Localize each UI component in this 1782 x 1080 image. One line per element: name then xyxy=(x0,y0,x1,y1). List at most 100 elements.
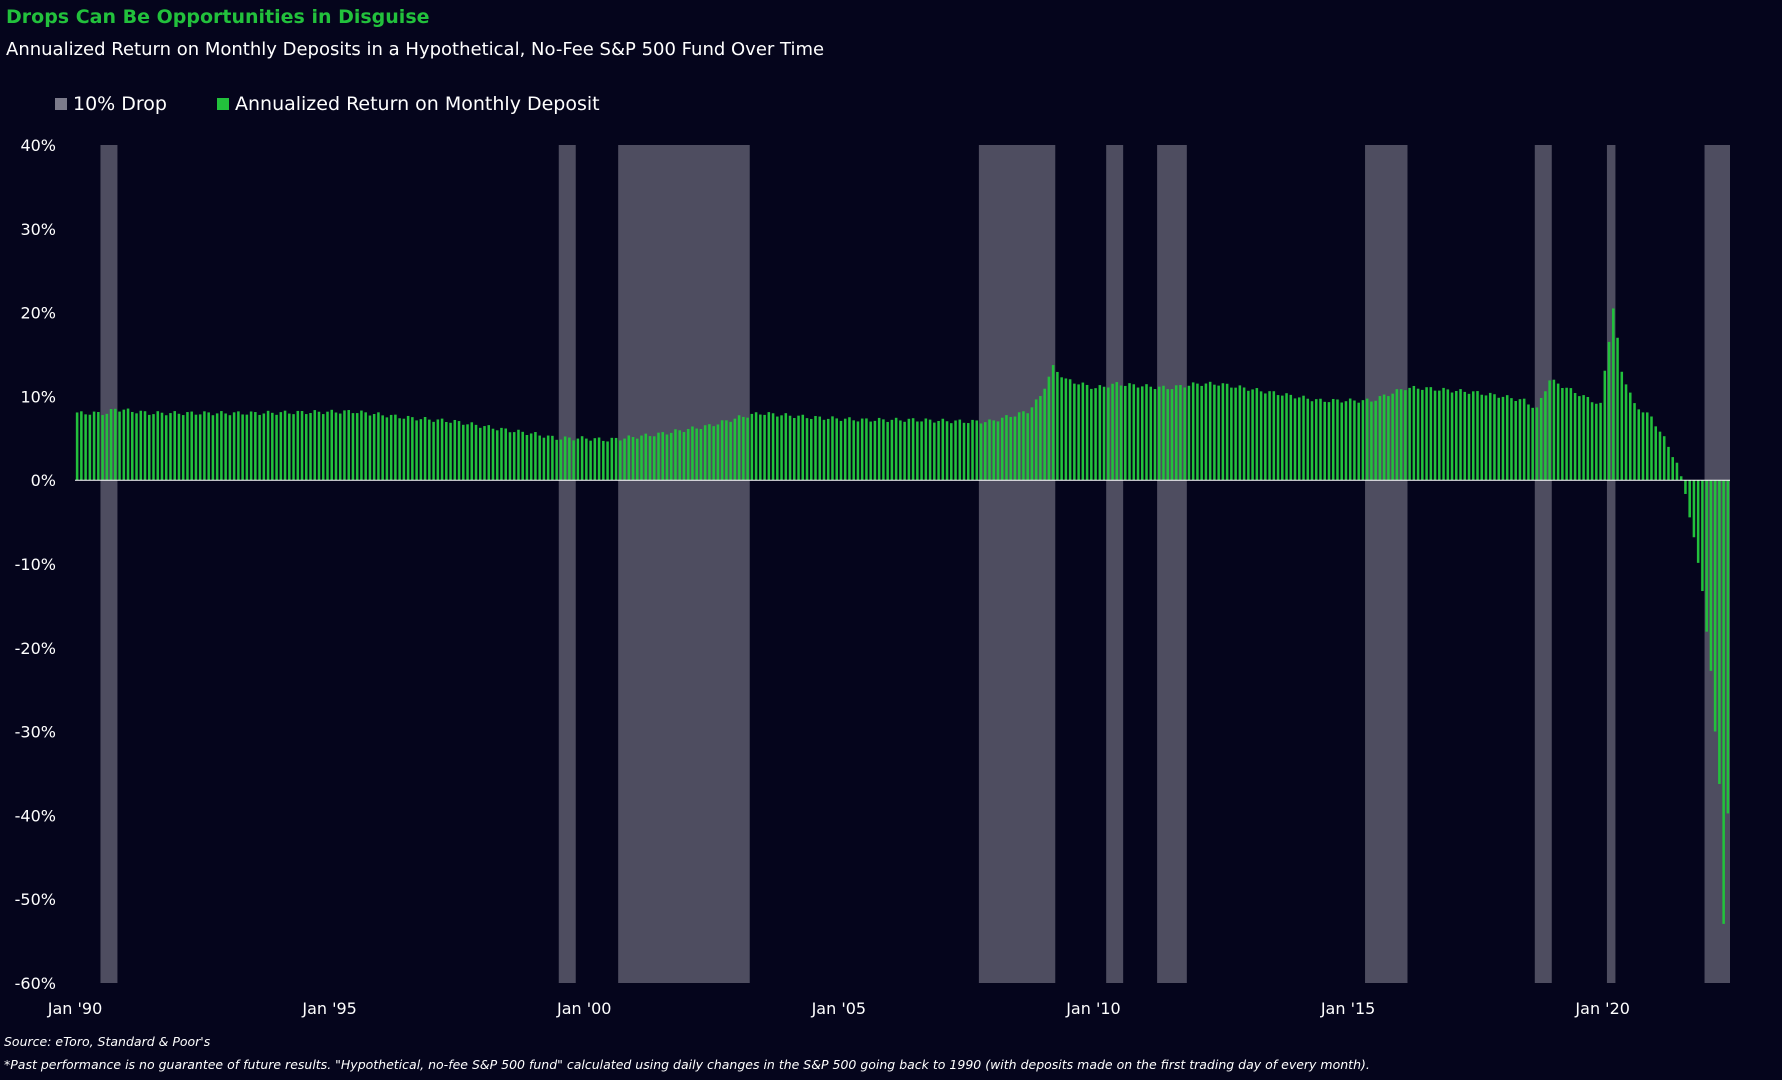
return-bar xyxy=(572,440,575,481)
return-bar xyxy=(1344,401,1348,481)
return-bar xyxy=(1429,387,1433,481)
return-bar xyxy=(521,431,524,481)
return-bar xyxy=(882,419,885,481)
return-bar xyxy=(266,410,270,481)
return-bar xyxy=(801,414,805,481)
return-bar xyxy=(1208,381,1212,481)
return-bar xyxy=(602,440,605,481)
return-bar xyxy=(317,411,321,481)
return-bar xyxy=(818,416,822,481)
return-bar xyxy=(1238,385,1242,481)
return-bar xyxy=(1599,402,1602,481)
return-bar xyxy=(563,436,567,481)
return-bar xyxy=(1637,409,1641,481)
return-bar xyxy=(593,438,597,481)
return-bar xyxy=(886,421,889,481)
return-bar xyxy=(1000,417,1004,481)
return-bar xyxy=(1612,308,1615,481)
return-bar xyxy=(1471,391,1475,481)
return-bar xyxy=(1387,396,1390,481)
return-bar xyxy=(568,437,571,481)
return-bar xyxy=(330,409,334,481)
return-bar xyxy=(1162,385,1165,481)
return-bar xyxy=(720,420,724,481)
return-bar xyxy=(1433,390,1437,481)
y-tick-label: 30% xyxy=(20,220,56,239)
return-bar xyxy=(1459,389,1462,481)
return-bar xyxy=(1679,476,1683,481)
return-bar xyxy=(1221,383,1225,481)
return-bar xyxy=(1514,400,1517,481)
legend-item-drop: 10% Drop xyxy=(55,93,167,115)
return-bar xyxy=(262,413,266,481)
return-bar xyxy=(971,419,974,481)
return-bar xyxy=(1548,380,1551,481)
return-bar xyxy=(88,414,92,481)
return-bar xyxy=(1115,382,1119,481)
return-bar xyxy=(894,417,898,481)
return-bar xyxy=(1298,397,1301,481)
return-bar xyxy=(1166,389,1169,481)
return-bar xyxy=(873,420,877,481)
x-tick-label: Jan '00 xyxy=(556,999,612,1018)
return-bar xyxy=(669,432,673,481)
return-bar xyxy=(1552,379,1556,481)
return-bar xyxy=(619,440,622,481)
return-bar xyxy=(975,420,979,481)
return-bar xyxy=(1119,385,1123,481)
return-bar xyxy=(614,437,618,481)
return-bar xyxy=(733,418,737,481)
return-bar xyxy=(1353,400,1356,481)
return-bar xyxy=(1259,391,1263,481)
return-bar xyxy=(288,413,291,481)
return-bar xyxy=(169,413,172,481)
legend-swatch-return xyxy=(216,98,229,110)
return-bar xyxy=(1107,387,1110,481)
return-bar xyxy=(1132,384,1136,481)
return-bar xyxy=(440,418,444,481)
y-tick-label: -60% xyxy=(15,974,56,993)
return-bar xyxy=(1705,480,1708,632)
return-bar xyxy=(1060,377,1063,481)
return-bar xyxy=(1323,401,1327,481)
return-bar xyxy=(377,412,380,481)
return-bar xyxy=(462,424,465,481)
return-bar xyxy=(763,414,766,481)
return-bar xyxy=(682,432,686,481)
return-bar xyxy=(1624,384,1628,481)
return-bar xyxy=(924,418,928,481)
return-bar xyxy=(1556,383,1560,481)
return-bar xyxy=(1128,383,1131,481)
y-tick-label: 10% xyxy=(20,387,56,406)
return-bar xyxy=(597,437,601,481)
return-bar xyxy=(457,421,461,481)
return-bar xyxy=(1493,394,1496,481)
return-bar xyxy=(1310,401,1314,481)
return-bar xyxy=(428,419,431,481)
return-bar xyxy=(1399,389,1403,481)
return-bar xyxy=(708,424,711,481)
drop-band xyxy=(978,145,1056,983)
return-bar xyxy=(1688,480,1691,518)
return-bar xyxy=(1467,393,1471,481)
return-bar xyxy=(338,413,342,481)
return-bar xyxy=(1378,396,1382,481)
return-bar xyxy=(495,430,499,481)
return-bar xyxy=(1217,385,1220,481)
return-bar xyxy=(334,412,338,481)
y-tick-label: -30% xyxy=(15,723,56,742)
legend-swatch-drop xyxy=(55,98,67,110)
chart-legend: 10% Drop Annualized Return on Monthly De… xyxy=(55,93,600,115)
return-bar xyxy=(686,429,690,481)
return-bar xyxy=(1013,416,1017,481)
drop-band xyxy=(100,145,118,983)
return-bar xyxy=(1391,393,1394,481)
return-bar xyxy=(164,415,168,481)
return-bar xyxy=(109,409,113,481)
return-bar xyxy=(1213,384,1216,481)
return-bar xyxy=(1034,399,1038,481)
return-bar xyxy=(283,410,287,481)
return-bar xyxy=(313,410,317,481)
return-bar xyxy=(899,420,902,481)
return-bar xyxy=(920,421,923,481)
